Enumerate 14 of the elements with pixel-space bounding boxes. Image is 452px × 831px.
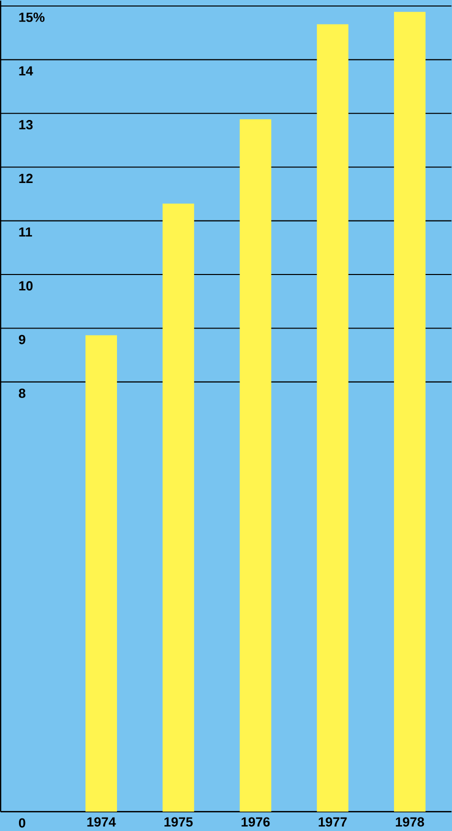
y-tick-label: 13 [19,120,33,130]
y-tick-label: 15% [19,12,44,22]
x-tick-label: 1974 [87,817,116,827]
y-tick-label: 11 [19,227,32,237]
x-tick-label: 1978 [396,817,424,827]
y-tick-label: 10 [19,281,33,291]
y-tick-label: 8 [18,388,26,398]
y-tick-label: 9 [18,334,26,344]
y-tick-label: 0 [18,818,26,828]
x-tick-label: 1976 [242,817,270,827]
x-tick-label: 1975 [164,817,193,827]
x-tick-label: 1977 [318,817,347,827]
y-tick-label: 14 [19,66,34,76]
y-tick-label: 12 [19,174,33,183]
